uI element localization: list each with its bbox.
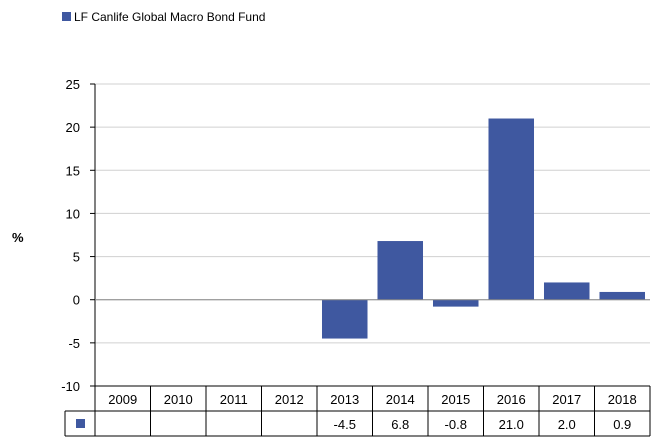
y-tick-label: 25: [66, 77, 80, 92]
bar-2014: [377, 241, 424, 300]
y-tick-labels: 25 20 15 10 5 0 -5 -10: [61, 77, 95, 394]
y-tick-label: -5: [68, 336, 80, 351]
x-category-label: 2013: [330, 392, 359, 407]
bars: [321, 118, 646, 339]
y-axis-label: %: [12, 230, 24, 245]
table-value-cell: 0.9: [613, 417, 631, 432]
table-series-swatch: [76, 419, 85, 428]
bar-2018: [599, 291, 646, 300]
bar-2017: [543, 282, 590, 300]
x-category-label: 2010: [164, 392, 193, 407]
y-tick-label: 20: [66, 120, 80, 135]
table-value-cell: -0.8: [445, 417, 467, 432]
table-value-cell: -4.5: [334, 417, 356, 432]
y-tick-label: 10: [66, 206, 80, 221]
legend-label: LF Canlife Global Macro Bond Fund: [74, 10, 265, 24]
table-value-cell: 2.0: [558, 417, 576, 432]
table-value-cell: 21.0: [499, 417, 524, 432]
bar-2015: [432, 299, 479, 307]
x-category-label: 2016: [497, 392, 526, 407]
x-category-label: 2014: [386, 392, 415, 407]
x-category-label: 2017: [552, 392, 581, 407]
bar-2016: [488, 118, 535, 300]
x-category-label: 2015: [441, 392, 470, 407]
legend: LF Canlife Global Macro Bond Fund: [62, 10, 265, 24]
axes: [94, 84, 650, 386]
x-category-label: 2009: [108, 392, 137, 407]
table-value-cell: 6.8: [391, 417, 409, 432]
data-table: 2009 2010 2011 2012 2013 -4.5 2014 6.8 2015 -0.8 2…: [64, 385, 651, 437]
legend-swatch: [62, 12, 71, 21]
y-tick-label: 0: [73, 293, 80, 308]
x-category-label: 2011: [220, 392, 248, 407]
y-tick-label: 5: [73, 250, 80, 265]
y-tick-label: 15: [66, 163, 80, 178]
x-category-label: 2018: [608, 392, 637, 407]
x-category-label: 2012: [275, 392, 304, 407]
y-tick-label: -10: [61, 379, 80, 394]
bar-2013: [321, 299, 368, 339]
gridlines: [95, 83, 650, 387]
